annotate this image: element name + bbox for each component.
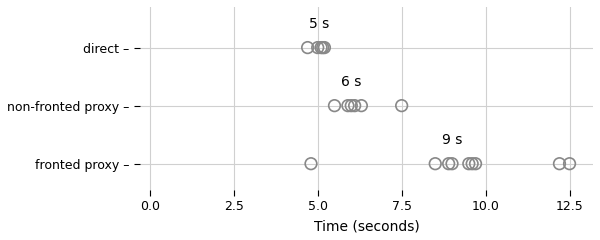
Text: 6 s: 6 s — [341, 75, 361, 89]
Point — [329, 104, 339, 108]
Point — [444, 162, 454, 166]
Point — [313, 46, 323, 49]
Point — [346, 104, 356, 108]
X-axis label: Time (seconds): Time (seconds) — [314, 219, 419, 233]
Point — [447, 162, 457, 166]
Point — [565, 162, 574, 166]
Point — [343, 104, 353, 108]
Point — [397, 104, 406, 108]
Point — [464, 162, 473, 166]
Point — [467, 162, 477, 166]
Point — [356, 104, 366, 108]
Point — [318, 46, 328, 49]
Text: 9 s: 9 s — [442, 133, 462, 147]
Point — [316, 46, 326, 49]
Point — [430, 162, 440, 166]
Point — [471, 162, 481, 166]
Point — [303, 46, 313, 49]
Text: 5 s: 5 s — [309, 17, 329, 31]
Point — [554, 162, 564, 166]
Point — [350, 104, 359, 108]
Point — [306, 162, 316, 166]
Point — [320, 46, 329, 49]
